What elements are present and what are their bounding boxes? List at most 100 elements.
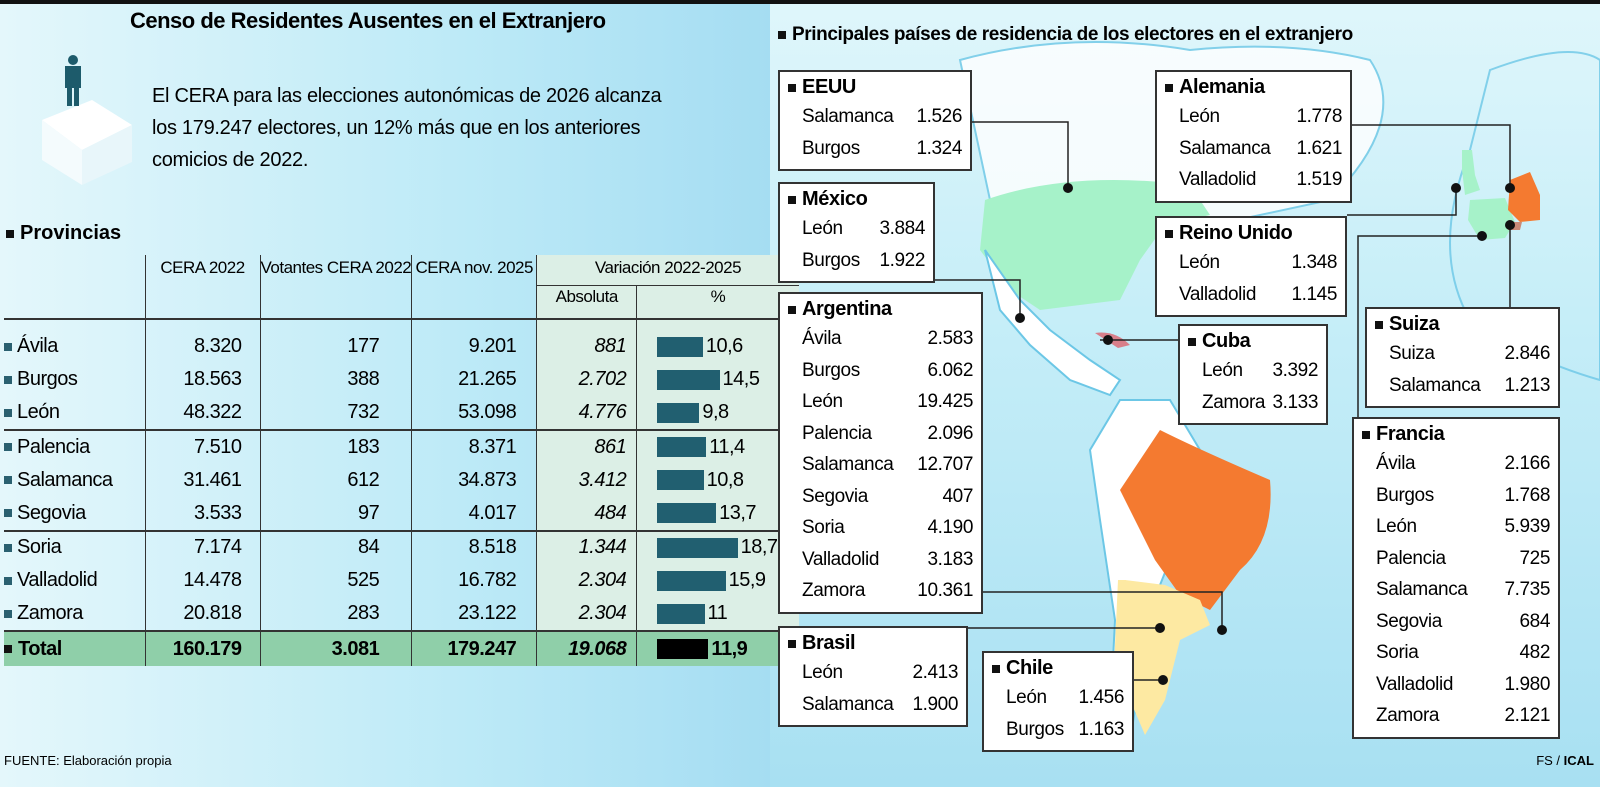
province-label: Palencia	[802, 422, 872, 444]
country-name: México	[788, 188, 925, 218]
province-label: León	[802, 218, 843, 239]
province-label: León	[1179, 252, 1220, 273]
pct-label: 14,5	[722, 368, 760, 391]
pct-label: 10,6	[705, 335, 743, 357]
elector-count: 1.778	[1296, 106, 1342, 127]
variacion-pct: 15,9	[636, 564, 799, 598]
province-name: Ávila	[4, 318, 145, 363]
votantes: 177	[259, 318, 412, 363]
variacion-pct: 9,8	[636, 396, 799, 430]
elector-count: 6.062	[927, 359, 973, 381]
province-label: Salamanca	[1179, 137, 1271, 159]
province-label: León	[1376, 516, 1417, 537]
elector-count: 3.392	[1272, 360, 1318, 381]
country-box-chile: Chile León 1.456 Burgos 1.163	[982, 651, 1134, 752]
table-row: Burgos 18.563 388 21.265 2.702 14,5	[4, 363, 799, 397]
pct-bar	[657, 437, 707, 458]
province-label: Valladolid	[1376, 673, 1453, 695]
elector-count: 7.735	[1504, 579, 1550, 600]
variacion-absoluta: 4.776	[536, 396, 637, 430]
table-row: Segovia 3.533 97 4.017 484 13,7	[4, 497, 799, 531]
province-label: Soria	[1376, 642, 1419, 663]
country-row: Salamanca 1.900	[788, 694, 958, 726]
country-row: Salamanca 1.526	[788, 106, 962, 138]
argentina-shape	[1120, 580, 1210, 735]
country-row: León 2.413	[788, 662, 958, 694]
country-name: Suiza	[1375, 313, 1550, 343]
variacion-absoluta: 881	[536, 318, 637, 363]
country-row: Segovia 407	[788, 486, 973, 518]
elector-count: 684	[1519, 610, 1550, 632]
country-row: León 3.392	[1188, 360, 1318, 392]
elector-count: 3.133	[1272, 391, 1318, 413]
country-row: Salamanca 1.213	[1375, 375, 1550, 407]
country-row: Burgos 1.324	[788, 138, 962, 170]
elector-count: 1.163	[1078, 718, 1124, 740]
elector-count: 1.145	[1291, 283, 1337, 305]
votantes: 612	[259, 463, 412, 497]
header-cera-2022: CERA 2022	[144, 255, 260, 319]
cera-2022: 7.510	[144, 429, 260, 464]
pct-bar	[657, 470, 704, 491]
country-row: Zamora 3.133	[1188, 392, 1318, 424]
header-votantes: Votantes CERA 2022	[259, 255, 412, 319]
country-row: Palencia 2.096	[788, 423, 973, 455]
variacion-pct: 11,4	[636, 429, 799, 464]
pct-label: 9,8	[702, 401, 729, 424]
elector-count: 1.519	[1296, 169, 1342, 190]
table-row: Valladolid 14.478 525 16.782 2.304 15,9	[4, 564, 799, 598]
elector-count: 10.361	[917, 580, 973, 601]
pct-bar	[657, 603, 705, 624]
country-row: Ávila 2.166	[1362, 453, 1550, 485]
country-row: León 19.425	[788, 391, 973, 423]
elector-count: 3.884	[879, 218, 925, 239]
pct-label: 10,8	[706, 468, 744, 491]
province-label: Salamanca	[802, 693, 894, 715]
pct-label: 11,4	[709, 435, 745, 458]
variacion-absoluta: 3.412	[536, 463, 637, 497]
country-name: EEUU	[788, 76, 962, 106]
france-shape	[1468, 198, 1515, 240]
province-label: Burgos	[1006, 718, 1064, 740]
cera-2022: 7.174	[144, 529, 260, 564]
usa-shape	[980, 180, 1210, 310]
province-label: Burgos	[802, 137, 860, 159]
elector-count: 1.456	[1078, 687, 1124, 708]
pct-label: 18,7	[740, 536, 778, 559]
intro-text: El CERA para las elecciones autonómicas …	[152, 85, 662, 171]
brazil-shape	[1120, 430, 1271, 610]
country-box-francia: Francia Ávila 2.166 Burgos 1.768 León 5.939 Pal…	[1352, 417, 1560, 739]
elector-count: 482	[1519, 642, 1550, 663]
uk-shape	[1462, 150, 1480, 195]
variacion-absoluta: 1.344	[536, 529, 637, 564]
provinces-table: CERA 2022 Votantes CERA 2022 CERA nov. 2…	[4, 255, 799, 666]
variacion-pct: 13,7	[636, 497, 799, 531]
elector-count: 1.213	[1504, 374, 1550, 396]
country-row: Salamanca 1.621	[1165, 138, 1342, 170]
elector-count: 1.324	[916, 137, 962, 159]
elector-count: 2.096	[927, 422, 973, 444]
province-name: Palencia	[4, 429, 145, 464]
country-row: Salamanca 12.707	[788, 454, 973, 486]
top-rule	[0, 0, 1600, 4]
credit: FS / ICAL	[1536, 753, 1594, 768]
country-row: Suiza 2.846	[1375, 343, 1550, 375]
pct-bar	[657, 503, 717, 524]
province-name: León	[4, 397, 145, 431]
country-row: León 5.939	[1362, 516, 1550, 548]
province-label: Salamanca	[1376, 579, 1468, 600]
elector-count: 1.768	[1504, 484, 1550, 506]
province-label: Valladolid	[802, 548, 879, 570]
country-row: Palencia 725	[1362, 548, 1550, 580]
country-box-cuba: Cuba León 3.392 Zamora 3.133	[1178, 324, 1328, 425]
province-label: Salamanca	[802, 454, 894, 475]
country-name: Alemania	[1165, 76, 1342, 106]
pct-bar	[657, 402, 700, 423]
province-label: Valladolid	[1179, 283, 1256, 305]
cera-2025: 4.017	[411, 497, 537, 531]
votantes: 84	[259, 529, 412, 564]
country-box-suiza: Suiza Suiza 2.846 Salamanca 1.213	[1365, 307, 1560, 408]
elector-count: 2.846	[1504, 343, 1550, 364]
pct-bar	[657, 570, 726, 591]
province-label: Segovia	[802, 485, 868, 507]
